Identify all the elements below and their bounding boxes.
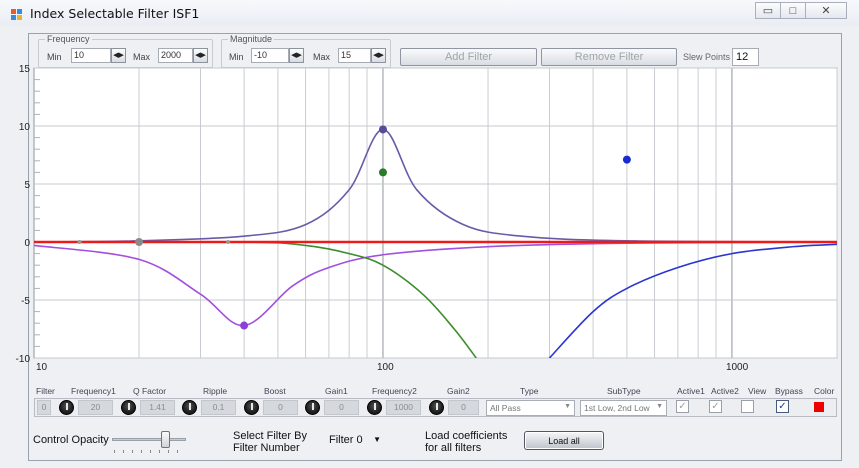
close-button[interactable]: ✕ xyxy=(805,2,847,19)
gain2-knob-icon[interactable] xyxy=(429,400,444,415)
chevron-down-icon: ▼ xyxy=(373,435,381,444)
control-opacity-label: Control Opacity xyxy=(33,434,109,446)
subtype-select-value: 1st Low, 2nd Low xyxy=(584,403,650,413)
window-title: Index Selectable Filter ISF1 xyxy=(30,6,200,21)
filter-index-value: 0 xyxy=(37,400,51,415)
q-factor-knob-icon[interactable] xyxy=(121,400,136,415)
header-gain1: Gain1 xyxy=(325,386,348,396)
freq-min-stepper[interactable]: ◀▶ xyxy=(111,48,126,63)
mag-max-label: Max xyxy=(313,52,331,62)
slew-points-label: Slew Points xyxy=(683,52,731,62)
magnitude-legend: Magnitude xyxy=(230,34,273,44)
header-gain2: Gain2 xyxy=(447,386,470,396)
load-coefficients-label-line2: for all filters xyxy=(425,442,482,454)
load-coefficients-label-line1: Load coefficients xyxy=(425,430,508,442)
opacity-slider-thumb[interactable] xyxy=(161,431,170,448)
filter-number-select-value: Filter 0 xyxy=(329,434,363,446)
active2-checkbox[interactable]: ✓ xyxy=(709,400,722,413)
frequency2-knob-icon[interactable] xyxy=(367,400,382,415)
slew-points-input[interactable]: 12 xyxy=(732,48,759,66)
subtype-select[interactable]: 1st Low, 2nd Low ▼ xyxy=(580,400,667,416)
header-color: Color xyxy=(814,386,835,396)
type-select[interactable]: All Pass ▼ xyxy=(486,400,575,416)
view-checkbox[interactable] xyxy=(741,400,754,413)
series-line-3 xyxy=(548,243,837,358)
mag-min-input[interactable]: -10 xyxy=(251,48,289,63)
freq-min-label: Min xyxy=(47,52,62,62)
x-tick-label: 1000 xyxy=(726,362,749,373)
header-ripple: Ripple xyxy=(203,386,228,396)
mag-max-input[interactable]: 15 xyxy=(338,48,371,63)
header-subtype: SubType xyxy=(607,386,641,396)
frequency1-value[interactable]: 20 xyxy=(78,400,113,415)
filter-marker-4 xyxy=(135,238,144,246)
mag-max-stepper[interactable]: ◀▶ xyxy=(371,48,386,63)
mag-min-label: Min xyxy=(229,52,244,62)
ripple-value[interactable]: 0.1 xyxy=(201,400,236,415)
select-filter-label-line1: Select Filter By xyxy=(233,430,307,442)
filter-marker-0 xyxy=(378,125,387,134)
gain1-value[interactable]: 0 xyxy=(324,400,359,415)
freq-max-input[interactable]: 2000 xyxy=(158,48,193,63)
header-boost: Boost xyxy=(264,386,286,396)
y-tick-label: -10 xyxy=(16,354,31,365)
title-bar: Index Selectable Filter ISF1 ▭ □ ✕ xyxy=(0,0,859,26)
filter-marker-small xyxy=(77,240,82,244)
header-q-factor: Q Factor xyxy=(133,386,167,396)
x-tick-label: 100 xyxy=(377,362,394,373)
y-tick-label: 0 xyxy=(24,238,30,249)
y-tick-label: -5 xyxy=(21,296,30,307)
y-tick-label: 15 xyxy=(19,64,31,75)
freq-max-label: Max xyxy=(133,52,151,62)
opacity-slider-ticks xyxy=(114,450,186,453)
header-frequency1: Frequency1 xyxy=(71,386,116,396)
maximize-button[interactable]: □ xyxy=(780,2,806,19)
chevron-down-icon: ▼ xyxy=(564,403,571,410)
select-filter-label-line2: Filter Number xyxy=(233,442,300,454)
freq-max-stepper[interactable]: ◀▶ xyxy=(193,48,208,63)
frequency1-knob-icon[interactable] xyxy=(59,400,74,415)
q-factor-value[interactable]: 1.41 xyxy=(140,400,175,415)
color-swatch[interactable] xyxy=(814,402,824,412)
mag-min-stepper[interactable]: ◀▶ xyxy=(289,48,304,63)
filter-marker-2 xyxy=(240,321,249,330)
add-filter-button[interactable]: Add Filter xyxy=(400,48,537,66)
plot-area xyxy=(33,67,838,359)
type-select-value: All Pass xyxy=(490,403,521,413)
frequency2-value[interactable]: 1000 xyxy=(386,400,421,415)
boost-knob-icon[interactable] xyxy=(244,400,259,415)
boost-value[interactable]: 0 xyxy=(263,400,298,415)
header-active2: Active2 xyxy=(711,386,739,396)
minimize-button[interactable]: ▭ xyxy=(755,2,781,19)
chevron-down-icon: ▼ xyxy=(656,403,663,410)
x-tick-label: 10 xyxy=(36,362,48,373)
header-type: Type xyxy=(520,386,539,396)
filter-marker-3 xyxy=(622,155,631,164)
gain2-value[interactable]: 0 xyxy=(448,400,479,415)
ripple-knob-icon[interactable] xyxy=(182,400,197,415)
load-all-button[interactable]: Load all xyxy=(524,431,604,450)
active1-checkbox[interactable]: ✓ xyxy=(676,400,689,413)
app-icon xyxy=(11,9,23,21)
header-active1: Active1 xyxy=(677,386,705,396)
header-frequency2: Frequency2 xyxy=(372,386,417,396)
remove-filter-button[interactable]: Remove Filter xyxy=(541,48,677,66)
filter-marker-small xyxy=(226,240,231,244)
header-filter: Filter xyxy=(36,386,55,396)
filter-marker-1 xyxy=(378,168,387,177)
freq-min-input[interactable]: 10 xyxy=(71,48,111,63)
header-bypass: Bypass xyxy=(775,386,803,396)
y-tick-label: 10 xyxy=(19,122,31,133)
opacity-slider-track[interactable] xyxy=(112,438,186,441)
frequency-legend: Frequency xyxy=(47,34,90,44)
gain1-knob-icon[interactable] xyxy=(305,400,320,415)
bypass-checkbox[interactable]: ✓ xyxy=(776,400,789,413)
filter-number-select[interactable]: Filter 0 ▼ xyxy=(325,431,385,449)
y-tick-label: 5 xyxy=(24,180,30,191)
header-view: View xyxy=(748,386,767,396)
